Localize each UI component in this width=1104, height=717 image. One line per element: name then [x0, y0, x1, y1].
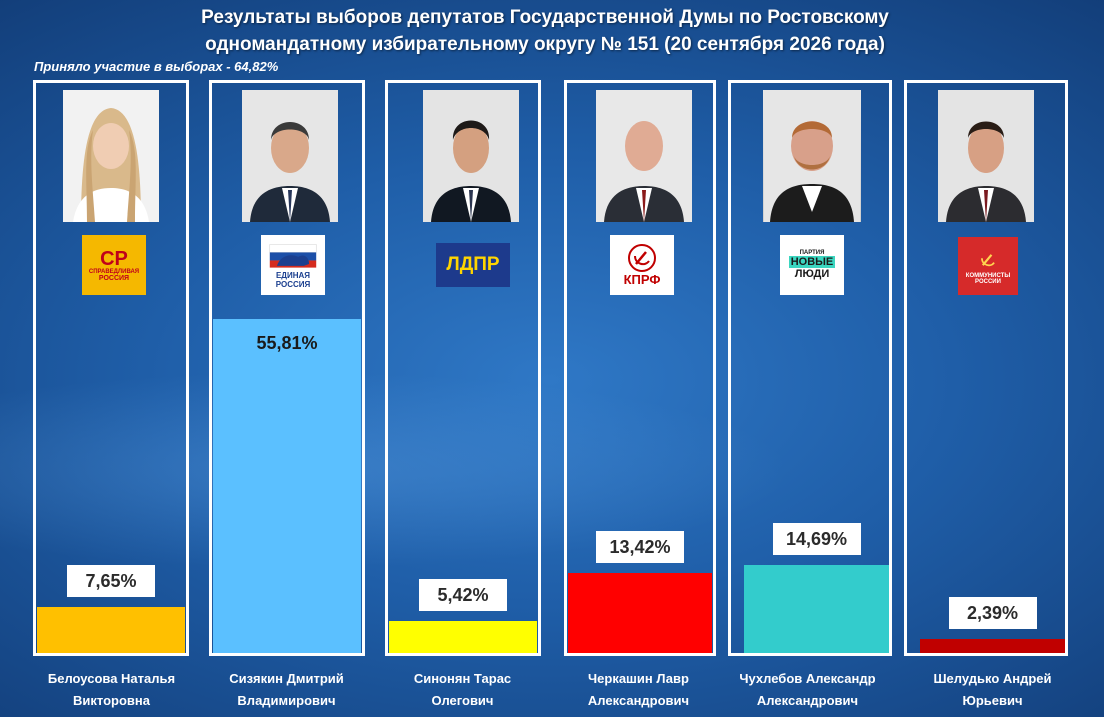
name-line1-6: Шелудько Андрей: [933, 671, 1052, 686]
bar-4: [568, 572, 712, 653]
candidate-name-2: Сизякин Дмитрий Владимирович: [199, 668, 374, 712]
value-label-2: 55,81%: [256, 333, 318, 354]
logo-main-3: ЛДПР: [446, 254, 500, 275]
logo-sub1-1: СПРАВЕДЛИВАЯ: [88, 268, 140, 275]
portrait-man-icon: [242, 90, 338, 222]
candidate-name-5: Чухлебов Александр Александрович: [720, 668, 895, 712]
portrait-man-icon: [596, 90, 692, 222]
portrait-man-icon: [423, 90, 519, 222]
candidate-panel-3: ЛДПР: [385, 80, 541, 656]
portrait-man-icon: [938, 90, 1034, 222]
logo-main-5: НОВЫЕ: [788, 256, 836, 268]
candidate-photo-2: [242, 90, 338, 222]
bar-1: [37, 607, 185, 653]
party-logo-3: ЛДПР: [436, 243, 510, 287]
name-line1-5: Чухлебов Александр: [739, 671, 876, 686]
name-line1-3: Синонян Тарас: [413, 671, 512, 686]
party-logo-2: ЕДИНАЯ РОССИЯ: [261, 235, 325, 295]
logo-sub2-5: ЛЮДИ: [794, 268, 830, 280]
portrait-woman-icon: [63, 90, 159, 222]
candidate-name-4: Черкашин Лавр Александрович: [551, 668, 726, 712]
logo-main-1: СР: [100, 247, 128, 270]
logo-sub1-6: КОММУНИСТЫ: [965, 273, 1011, 279]
party-logo-6: КОММУНИСТЫ РОССИИ: [958, 237, 1018, 295]
candidate-name-6: Шелудько Андрей Юрьевич: [905, 668, 1080, 712]
logo-main-4: КПРФ: [623, 272, 661, 287]
title-line-2: одномандатному избирательному округу № 1…: [205, 34, 885, 55]
party-logo-5: ПАРТИЯ НОВЫЕ ЛЮДИ: [780, 235, 844, 295]
value-label-4: 13,42%: [596, 530, 684, 563]
hammer-sickle-icon: [981, 254, 995, 267]
candidate-photo-6: [938, 90, 1034, 222]
value-label-1: 7,65%: [67, 565, 155, 598]
logo-sub1-5: ПАРТИЯ: [799, 250, 825, 256]
name-line2-3: Олегович: [431, 693, 494, 708]
candidate-panel-6: КОММУНИСТЫ РОССИИ: [904, 80, 1068, 656]
bar-3: [389, 620, 537, 653]
name-line1-4: Черкашин Лавр: [588, 671, 689, 686]
title-line-1: Результаты выборов депутатов Государстве…: [201, 7, 889, 28]
bar-2: [213, 319, 361, 653]
candidate-photo-1: [63, 90, 159, 222]
logo-sub2-6: РОССИИ: [975, 279, 1001, 285]
candidate-panel-2: ЕДИНАЯ РОССИЯ: [209, 80, 365, 656]
name-line2-2: Владимирович: [237, 693, 336, 708]
name-line2-4: Александрович: [587, 693, 690, 708]
value-label-3: 5,42%: [419, 578, 507, 611]
logo-sub1-2: ЕДИНАЯ: [275, 271, 311, 280]
candidate-photo-5: [763, 90, 861, 222]
candidate-name-1: Белоусова Наталья Викторовна: [24, 668, 199, 712]
candidate-photo-4: [596, 90, 692, 222]
name-line2-5: Александрович: [756, 693, 859, 708]
candidate-name-3: Синонян Тарас Олегович: [375, 668, 550, 712]
party-logo-1: СР СПРАВЕДЛИВАЯ РОССИЯ: [82, 235, 146, 295]
portrait-man-icon: [764, 90, 860, 222]
value-label-6: 2,39%: [948, 596, 1037, 629]
candidate-panel-4: КПРФ: [564, 80, 716, 656]
hammer-sickle-icon: [628, 244, 656, 272]
name-line1-2: Сизякин Дмитрий: [229, 671, 344, 686]
candidate-panel-5: ПАРТИЯ НОВЫЕ ЛЮДИ: [728, 80, 892, 656]
name-line2-6: Юрьевич: [962, 693, 1023, 708]
chart-title: Результаты выборов депутатов Государстве…: [0, 4, 1090, 58]
turnout-label: Приняло участие в выборах - 64,82%: [34, 59, 279, 74]
logo-sub2-2: РОССИЯ: [275, 280, 311, 289]
bar-5: [744, 565, 889, 653]
value-label-5: 14,69%: [772, 523, 861, 556]
candidate-panel-1: СР СПРАВЕДЛИВАЯ РОССИЯ: [33, 80, 189, 656]
bear-flag-icon: [269, 244, 317, 268]
name-line1-1: Белоусова Наталья: [47, 671, 176, 686]
bar-6: [920, 638, 1065, 653]
party-logo-4: КПРФ: [610, 235, 674, 295]
logo-sub2-1: РОССИЯ: [98, 274, 130, 282]
candidate-photo-3: [423, 90, 519, 222]
name-line2-1: Викторовна: [73, 693, 150, 708]
